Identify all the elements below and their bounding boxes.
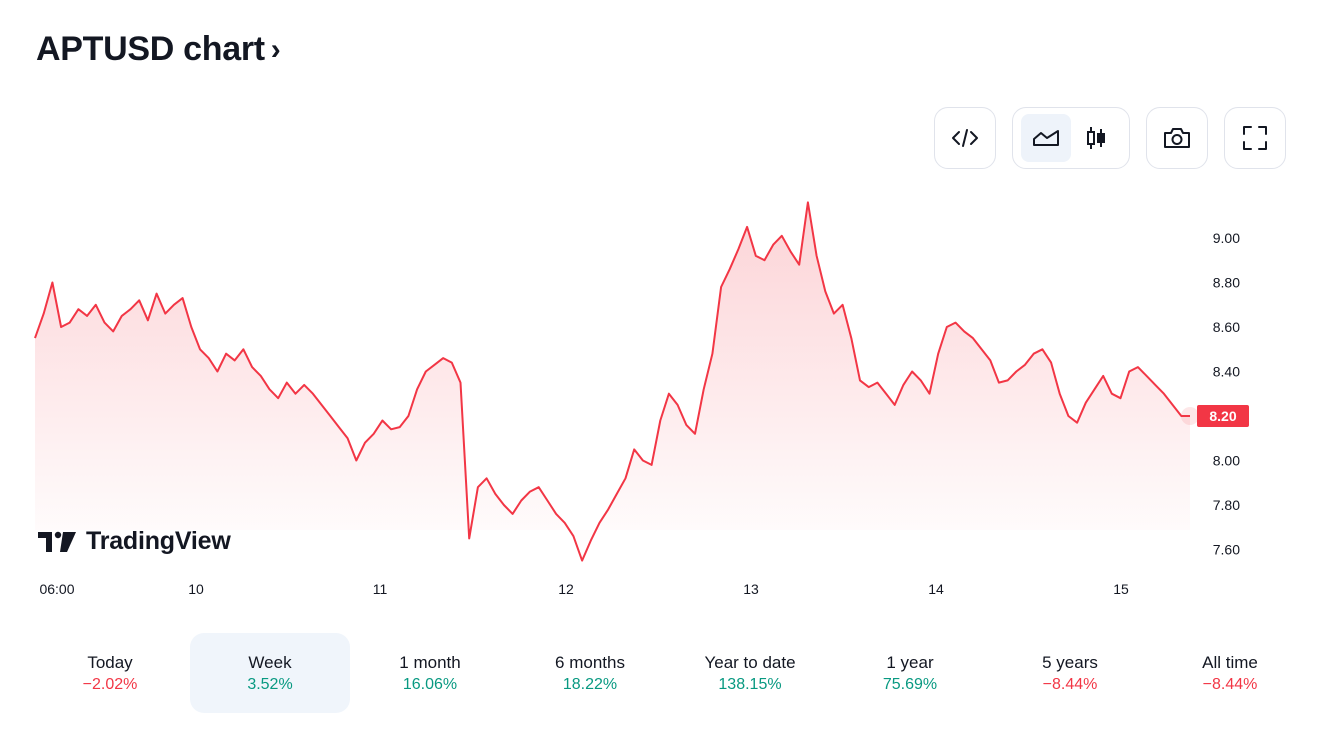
period-label: Today (87, 652, 133, 672)
period-value: 16.06% (402, 675, 458, 693)
y-tick-label: 8.80 (1213, 275, 1240, 291)
period-label: 1 year (886, 652, 934, 672)
period-value: 138.15% (718, 675, 782, 693)
period-1-year[interactable]: 1 year 75.69% (830, 633, 990, 713)
x-tick-label: 11 (373, 581, 388, 597)
period-value: 3.52% (247, 675, 293, 693)
period-week[interactable]: Week 3.52% (190, 633, 350, 713)
x-tick-label: 14 (928, 581, 944, 597)
chart-type-group (1012, 107, 1130, 169)
camera-icon (1164, 128, 1190, 148)
period-all-time[interactable]: All time −8.44% (1150, 633, 1310, 713)
chevron-right-icon: › (270, 32, 281, 66)
y-tick-label: 9.00 (1213, 230, 1240, 246)
period-value: −8.44% (1202, 675, 1258, 693)
period-value: 18.22% (562, 675, 618, 693)
candlestick-button[interactable] (1071, 114, 1121, 162)
period-value: 75.69% (882, 675, 938, 693)
embed-button[interactable] (934, 107, 996, 169)
tradingview-logo-icon (38, 531, 76, 552)
period-value: −2.02% (82, 675, 138, 693)
area-chart-button[interactable] (1021, 114, 1071, 162)
performance-periods: Today −2.02% Week 3.52% 1 month 16.06% 6… (30, 633, 1310, 713)
price-area-fill (35, 202, 1190, 561)
period-label: 6 months (555, 652, 625, 672)
x-tick-label: 12 (558, 581, 574, 597)
area-chart-icon (1033, 130, 1059, 146)
period-year-to-date[interactable]: Year to date 138.15% (670, 633, 830, 713)
last-price-label: 8.20 (1209, 408, 1236, 424)
y-tick-label: 7.60 (1213, 542, 1240, 558)
period-1-month[interactable]: 1 month 16.06% (350, 633, 510, 713)
price-line (34, 201, 1190, 562)
period-label: Week (248, 652, 292, 672)
snapshot-button[interactable] (1146, 107, 1208, 169)
x-tick-label: 13 (743, 581, 759, 597)
last-price-badge (1197, 405, 1249, 427)
last-price-marker (1181, 407, 1199, 425)
y-tick-label: 8.60 (1213, 319, 1240, 335)
candlestick-icon (1087, 127, 1105, 149)
x-tick-label: 15 (1113, 581, 1129, 597)
period-5-years[interactable]: 5 years −8.44% (990, 633, 1150, 713)
period-label: 5 years (1042, 652, 1098, 672)
page-title[interactable]: APTUSD chart › (36, 30, 281, 69)
period-6-months[interactable]: 6 months 18.22% (510, 633, 670, 713)
tradingview-wordmark: TradingView (86, 527, 231, 555)
price-chart[interactable]: 9.00 8.80 8.60 8.40 8.00 7.80 7.60 06:00 10 11 12… (0, 180, 1333, 610)
period-today[interactable]: Today −2.02% (30, 633, 190, 713)
period-value: −8.44% (1042, 675, 1098, 693)
x-tick-label: 06:00 (39, 581, 74, 597)
y-tick-label: 8.40 (1213, 364, 1240, 380)
x-tick-label: 10 (188, 581, 204, 597)
tradingview-logo[interactable]: TradingView (38, 527, 231, 556)
code-embed-icon (952, 129, 978, 147)
period-label: All time (1202, 652, 1258, 672)
fullscreen-button[interactable] (1224, 107, 1286, 169)
y-tick-label: 7.80 (1213, 497, 1240, 513)
period-label: Year to date (704, 652, 796, 672)
fullscreen-icon (1243, 126, 1267, 150)
page-title-text: APTUSD chart (36, 30, 265, 68)
period-label: 1 month (399, 652, 461, 672)
y-tick-label: 8.00 (1213, 453, 1240, 469)
